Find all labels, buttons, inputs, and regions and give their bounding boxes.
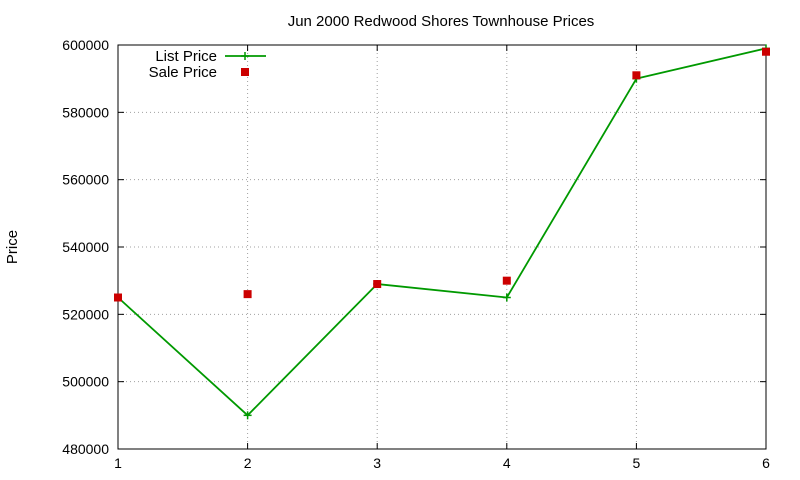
y-tick-label: 600000 bbox=[62, 37, 109, 53]
axis-ticks: 1 2 3 4 5 6 480000 500000 520000 540000 560000 5800… bbox=[62, 37, 770, 471]
legend-label-sale-price: Sale Price bbox=[149, 64, 217, 81]
x-tick-label: 5 bbox=[633, 455, 641, 471]
x-tick-label: 2 bbox=[244, 455, 252, 471]
data-point-list-price bbox=[502, 293, 511, 302]
y-tick-label: 500000 bbox=[62, 374, 109, 390]
y-tick-label: 520000 bbox=[62, 306, 109, 322]
y-axis-label: Price bbox=[4, 230, 21, 264]
x-tick-label: 4 bbox=[503, 455, 511, 471]
data-point-sale-price bbox=[114, 293, 122, 302]
series-sale-price bbox=[114, 47, 770, 302]
series-line-list-price bbox=[117, 47, 767, 417]
legend-marker-sale-price bbox=[241, 68, 249, 76]
y-tick-label: 580000 bbox=[62, 104, 109, 120]
x-tick-label: 1 bbox=[114, 455, 122, 471]
legend-marker-list-price bbox=[241, 52, 249, 60]
data-point-sale-price bbox=[502, 276, 511, 285]
data-point-sale-price bbox=[632, 71, 641, 80]
legend-label-list-price: List Price bbox=[155, 48, 217, 65]
x-tick-label: 6 bbox=[762, 455, 770, 471]
x-tick-label: 3 bbox=[373, 455, 381, 471]
series bbox=[114, 44, 770, 420]
plot-frame bbox=[117, 44, 767, 450]
chart-title: Jun 2000 Redwood Shores Townhouse Prices bbox=[288, 13, 595, 30]
series-list-price bbox=[114, 44, 770, 420]
data-point-list-price bbox=[243, 411, 252, 420]
y-tick-label: 480000 bbox=[62, 441, 109, 457]
data-point-sale-price bbox=[373, 280, 382, 289]
y-tick-label: 560000 bbox=[62, 172, 109, 188]
y-tick-label: 540000 bbox=[62, 239, 109, 255]
grid bbox=[118, 45, 766, 449]
data-point-sale-price bbox=[243, 290, 252, 299]
data-point-sale-price bbox=[762, 47, 770, 56]
